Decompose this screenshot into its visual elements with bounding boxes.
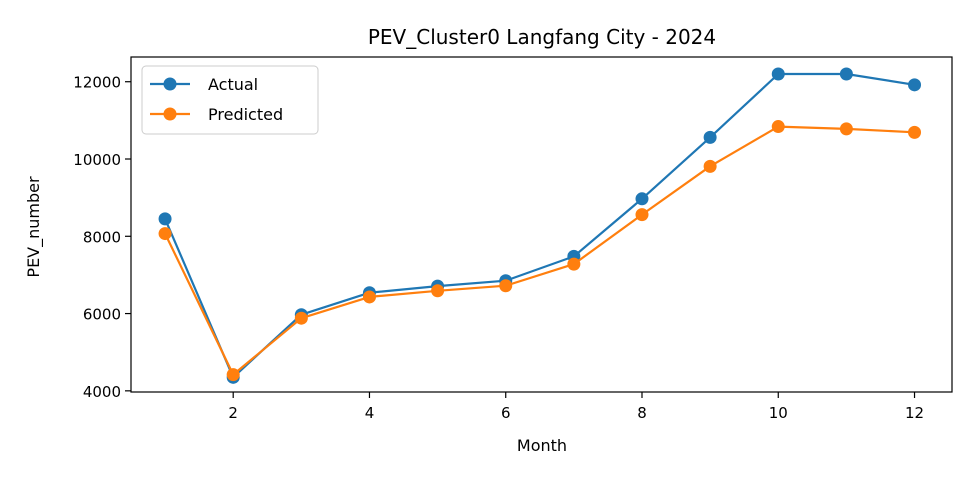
data-point-1-5 bbox=[499, 279, 513, 293]
data-point-1-9 bbox=[771, 120, 785, 134]
data-point-0-8 bbox=[703, 130, 717, 144]
data-point-0-10 bbox=[839, 67, 853, 81]
axes-frame bbox=[130, 56, 953, 393]
data-point-1-6 bbox=[567, 257, 581, 271]
x-tick-label-4: 10 bbox=[769, 404, 788, 422]
data-point-1-11 bbox=[908, 125, 922, 139]
data-point-0-7 bbox=[635, 192, 649, 206]
x-axis-label: Month bbox=[517, 436, 567, 455]
x-tick-label-0: 2 bbox=[228, 404, 238, 422]
data-point-1-8 bbox=[703, 159, 717, 173]
data-point-1-0 bbox=[158, 227, 172, 241]
y-tick-label-4: 12000 bbox=[73, 74, 121, 92]
y-axis-label: PEV_number bbox=[24, 176, 44, 278]
y-tick-label-0: 4000 bbox=[83, 383, 121, 401]
y-tick-label-3: 10000 bbox=[73, 151, 121, 169]
legend-marker-0 bbox=[163, 77, 177, 91]
legend-label-0: Actual bbox=[208, 75, 258, 94]
data-point-1-2 bbox=[294, 311, 308, 325]
data-point-1-7 bbox=[635, 208, 649, 222]
legend-marker-1 bbox=[163, 107, 177, 121]
x-tick-label-1: 4 bbox=[365, 404, 375, 422]
data-point-1-10 bbox=[839, 122, 853, 136]
x-tick-label-3: 8 bbox=[637, 404, 647, 422]
data-point-1-4 bbox=[431, 284, 445, 298]
data-point-1-1 bbox=[226, 368, 240, 382]
chart-title: PEV_Cluster0 Langfang City - 2024 bbox=[368, 25, 716, 49]
data-point-0-11 bbox=[908, 78, 922, 92]
data-point-0-9 bbox=[771, 67, 785, 81]
x-tick-label-5: 12 bbox=[905, 404, 924, 422]
legend-label-1: Predicted bbox=[208, 105, 283, 124]
plot-area: 2 4 6 8 10 12 4000 6000 8000 10000 12000 Actual Pred… bbox=[73, 56, 953, 422]
data-point-0-0 bbox=[158, 212, 172, 226]
y-tick-label-1: 6000 bbox=[83, 306, 121, 324]
x-tick-label-2: 6 bbox=[501, 404, 511, 422]
series-line-0 bbox=[164, 72, 915, 379]
series-line-1 bbox=[164, 125, 915, 376]
legend: Actual Predicted bbox=[141, 65, 319, 135]
y-tick-label-2: 8000 bbox=[83, 228, 121, 246]
data-point-1-3 bbox=[362, 290, 376, 304]
